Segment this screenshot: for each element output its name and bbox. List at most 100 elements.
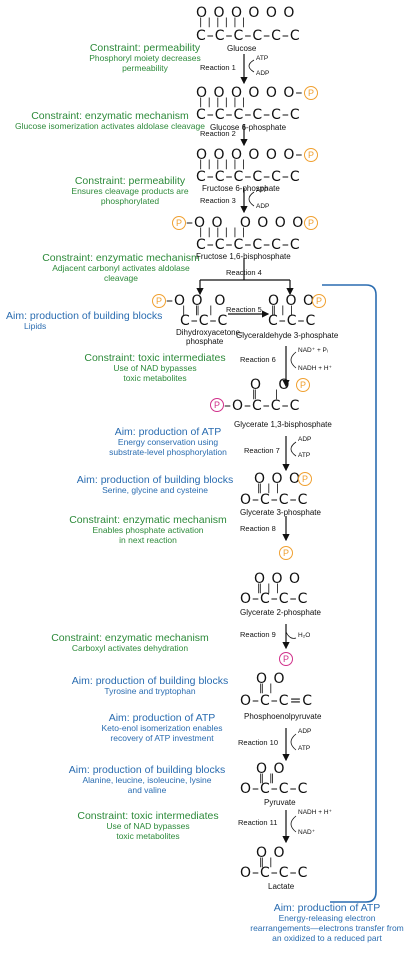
- fructose6p-bonds: | | | | | |: [199, 159, 247, 170]
- phosphate-magenta-icon: P: [210, 398, 224, 412]
- lactate-bonds: ‖ |: [259, 857, 274, 868]
- phosphate-icon: P: [304, 86, 318, 100]
- dhap-carbons: C–C–C: [180, 313, 229, 329]
- annotation-title: Aim: production of ATP: [108, 712, 216, 724]
- fructose6p-label: Fructose 6-phosphate: [202, 184, 280, 193]
- fructose16bp-bonds: | | | | | |: [199, 227, 247, 238]
- reaction-10-adp: ADP: [298, 728, 312, 735]
- g2phos-label: Glycerate 2-phosphate: [240, 608, 321, 617]
- pep-label: Phosphoenolpyruvate: [244, 712, 322, 721]
- annotation-body: Energy conservation using substrate-leve…: [109, 437, 227, 457]
- annotation-aim-atp-3: Aim: production of ATP Energy-releasing …: [250, 902, 404, 943]
- fructose6p-oxygens: O O O O O O–: [196, 147, 304, 163]
- annotation-title: Aim: production of building blocks: [68, 764, 226, 776]
- phosphate-icon: P: [152, 294, 166, 308]
- lactate-top: O O: [256, 845, 286, 861]
- g2phos-carbons: O–C–C–C: [240, 591, 309, 607]
- annotation-title: Aim: production of building blocks: [76, 474, 234, 486]
- annotation-title: Aim: production of building blocks: [71, 675, 229, 687]
- dhap-label-1: Dihydroxyacetone-: [176, 328, 243, 337]
- g13bp-bonds: ‖ |: [252, 389, 280, 400]
- phosphate-icon: P: [298, 472, 312, 486]
- reaction-7-label: Reaction 7: [244, 446, 280, 455]
- reaction-1-cofactor-curve: [248, 59, 255, 73]
- reaction-4-label: Reaction 4: [226, 268, 262, 277]
- g13bp-top: O O: [250, 377, 291, 393]
- annotation-aim-building-blocks-serine: Aim: production of building blocks Serin…: [60, 474, 250, 496]
- glucose6p-oxygens: O O O O O O–: [196, 85, 304, 101]
- glucose-bonds: | | | | | |: [199, 17, 247, 28]
- annotation-body: Adjacent carbonyl activates aldolase cle…: [52, 263, 190, 283]
- g3p-label: Glyceraldehyde 3-phosphate: [236, 331, 339, 340]
- pyruvate-label: Pyruvate: [264, 798, 296, 807]
- pyruvate-carbons: O–C–C–C: [240, 781, 309, 797]
- annotation-title: Constraint: permeability: [89, 42, 201, 54]
- phosphate-icon: P: [304, 148, 318, 162]
- reaction-11-nadh: NADH + H⁺: [298, 809, 332, 816]
- annotation-body: Glucose isomerization activates aldolase…: [15, 121, 205, 132]
- annotation-body: Keto-enol isomerization enables recovery…: [101, 723, 223, 743]
- glucose-label: Glucose: [227, 44, 257, 53]
- reaction-3-label: Reaction 3: [200, 196, 236, 205]
- reaction-9-label: Reaction 9: [240, 630, 276, 639]
- annotation-title: Aim: production of ATP: [273, 902, 381, 914]
- reaction-10-cofactor-curve: [290, 733, 297, 751]
- glucose-carbons: C–C–C–C–C–C: [196, 28, 301, 44]
- annotation-aim-building-blocks-tyrosine: Aim: production of building blocks Tyros…: [60, 675, 240, 697]
- electron-transfer-bracket: [322, 284, 377, 903]
- g3p-bonds: ‖ | |: [271, 305, 295, 316]
- reaction-3-cofactor-curve: [248, 191, 255, 207]
- annotation-body: Use of NAD bypasses toxic metabolites: [106, 821, 190, 841]
- annotation-body: Energy-releasing electron rearrangements…: [250, 913, 404, 943]
- g3phos-bonds: ‖ | |: [257, 483, 281, 494]
- annotation-body: Serine, glycine and cysteine: [102, 485, 208, 496]
- reaction-7-adp: ADP: [298, 436, 312, 443]
- reaction-3-adp: ADP: [256, 203, 270, 210]
- dhap-bonds: | ‖ |: [182, 305, 214, 316]
- reaction-7-atp: ATP: [298, 452, 311, 459]
- annotation-title: Constraint: enzymatic mechanism: [42, 252, 200, 264]
- g3p-carbons: C–C–C: [268, 313, 317, 329]
- lactate-carbons: O–C–C–C: [240, 865, 309, 881]
- fructose16bp-label: Fructose 1,6-bisphosphate: [196, 252, 291, 261]
- annotation-aim-atp-1: Aim: production of ATP Energy conservati…: [98, 426, 238, 458]
- annotation-body: Alanine, leucine, isoleucine, lysine and…: [82, 775, 212, 795]
- annotation-title: Constraint: enzymatic mechanism: [31, 110, 189, 122]
- annotation-constraint-permeability-2: Constraint: permeability Ensures cleavag…: [55, 175, 205, 207]
- annotation-body: Lipids: [24, 321, 47, 332]
- annotation-body: Use of NAD bypasses toxic metabolites: [113, 363, 197, 383]
- annotation-title: Aim: production of building blocks: [6, 310, 163, 322]
- annotation-constraint-enzymatic-1: Constraint: enzymatic mechanism Glucose …: [10, 110, 210, 132]
- reaction-6-cofactor-curve: [290, 351, 297, 369]
- reaction-1-atp: ATP: [256, 55, 269, 62]
- reaction-9-cofactor-curve: [285, 631, 297, 639]
- annotation-body: Ensures cleavage products are phosphoryl…: [71, 186, 189, 206]
- reaction-5-label: Reaction 5: [226, 305, 262, 314]
- reaction-11-label: Reaction 11: [238, 818, 278, 827]
- lactate-label: Lactate: [268, 882, 295, 891]
- reaction-6-nad-pi: NAD⁺ + Pᵢ: [298, 347, 328, 354]
- annotation-title: Constraint: toxic intermediates: [84, 352, 226, 364]
- g3phos-label: Glycerate 3-phosphate: [240, 508, 321, 517]
- pyruvate-top: O O: [256, 761, 286, 777]
- g2phos-top: O O O: [254, 571, 301, 587]
- glucose6p-carbons: C–C–C–C–C–C: [196, 107, 301, 123]
- annotation-title: Constraint: enzymatic mechanism: [51, 632, 209, 644]
- reaction-9-h2o: H₂O: [298, 632, 311, 639]
- phosphate-icon: P: [279, 546, 293, 560]
- glucose6p-bonds: | | | | | |: [199, 97, 247, 108]
- pyruvate-bonds: ‖ ‖: [259, 773, 276, 784]
- dhap-label-2: phosphate: [186, 337, 224, 346]
- reaction-11-nad: NAD⁺: [298, 829, 316, 836]
- annotation-body: Tyrosine and tryptophan: [104, 686, 196, 697]
- annotation-aim-building-blocks-lipids: Aim: production of building blocks Lipid…: [6, 310, 170, 332]
- phosphate-icon: P: [296, 378, 310, 392]
- phosphate-icon: P: [304, 216, 318, 230]
- annotation-body: Phosphoryl moiety decreases permeability: [89, 53, 201, 73]
- annotation-title: Constraint: enzymatic mechanism: [69, 514, 227, 526]
- reaction-2-label: Reaction 2: [200, 129, 236, 138]
- annotation-constraint-toxic-1: Constraint: toxic intermediates Use of N…: [70, 352, 240, 384]
- reaction-8-label: Reaction 8: [240, 524, 276, 533]
- glucose-oxygens: O O O O O O: [196, 5, 296, 21]
